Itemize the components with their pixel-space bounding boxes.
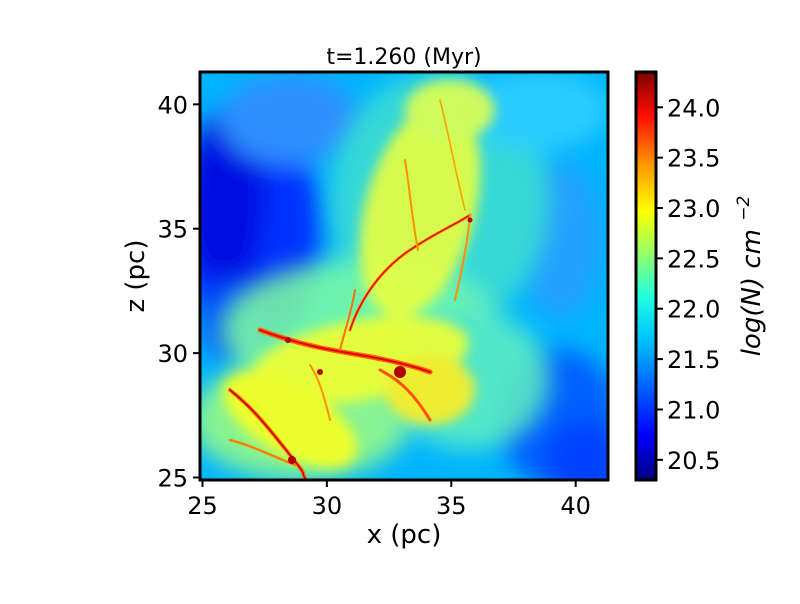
x-axis: 25 30 35 40 — [187, 480, 591, 520]
y-tick-label: 40 — [157, 91, 188, 119]
plot-frame — [198, 70, 610, 482]
colorbar-label-exponent: −2 — [734, 196, 754, 221]
colorbar-tick-label: 23.5 — [667, 145, 720, 173]
x-tick-label: 35 — [436, 492, 467, 520]
colorbar-tick-label: 22.0 — [667, 296, 720, 324]
x-axis-label: x (pc) — [367, 520, 442, 550]
y-axis: 25 30 35 40 — [157, 91, 200, 493]
colorbar-tick-label: 22.5 — [667, 245, 720, 273]
y-tick-label: 30 — [157, 340, 188, 368]
colorbar-tick-label: 21.0 — [667, 396, 720, 424]
x-tick-label: 40 — [560, 492, 591, 520]
heatmap-image — [200, 72, 608, 480]
colorbar-tick-label: 23.0 — [667, 195, 720, 223]
colorbar — [634, 70, 658, 482]
chart-title: t=1.260 (Myr) — [326, 45, 481, 70]
y-axis-label: z (pc) — [121, 240, 151, 313]
colorbar-tick-label: 24.0 — [667, 94, 720, 122]
colorbar-label-main: log(N) cm — [737, 229, 767, 356]
colorbar-tick-label: 21.5 — [667, 346, 720, 374]
colorbar-tick-label: 20.5 — [667, 447, 720, 475]
y-tick-label: 35 — [157, 216, 188, 244]
y-tick-label: 25 — [157, 465, 188, 493]
x-tick-label: 30 — [312, 492, 343, 520]
colorbar-ticks: 20.5 21.0 21.5 22.0 22.5 23.0 23.5 24.0 — [656, 94, 720, 475]
x-tick-label: 25 — [187, 492, 218, 520]
colorbar-label: log(N) cm −2 — [734, 196, 767, 357]
